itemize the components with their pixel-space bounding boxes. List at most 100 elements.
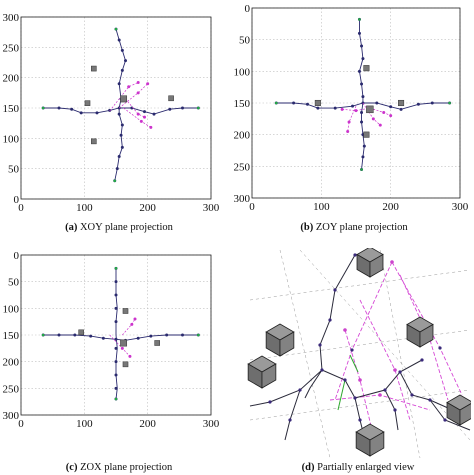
- caption-a: (a) XOY plane projection: [65, 222, 174, 233]
- data-point: [399, 107, 403, 111]
- obstacle-block: [314, 99, 321, 107]
- endpoint-marker: [114, 27, 118, 31]
- data-point: [361, 57, 365, 61]
- data-point: [89, 334, 93, 338]
- panel-a-xoy: 0 100 200 300 0 50 100 150 200 250 300: [3, 12, 220, 214]
- plot-frame: [20, 16, 212, 200]
- y-tick-label: 50: [239, 35, 251, 47]
- x-tick-label: 100: [76, 202, 93, 214]
- data-point: [149, 334, 153, 338]
- endpoint-marker: [41, 333, 45, 337]
- x-tick-label: 0: [18, 202, 24, 214]
- y-tick-label: 100: [3, 303, 20, 315]
- obstacle-block: [78, 329, 84, 336]
- obstacle-block: [366, 105, 374, 114]
- data-point: [117, 38, 121, 42]
- y-tick-label: 200: [234, 130, 251, 142]
- obstacle-block: [363, 131, 370, 138]
- y-tick-label: 300: [3, 12, 20, 24]
- x-tick-label: 200: [382, 201, 399, 213]
- series-path: [122, 318, 136, 336]
- obstacle-block: [363, 65, 370, 72]
- enlarged-obstacle-cubes: [247, 248, 471, 457]
- data-point: [360, 44, 364, 48]
- data-point: [146, 82, 150, 86]
- data-point: [95, 111, 99, 115]
- data-point: [143, 110, 146, 114]
- endpoint-marker: [360, 168, 363, 171]
- data-point: [346, 130, 350, 133]
- data-point: [70, 107, 74, 111]
- enlarged-guide-lines: [249, 249, 471, 458]
- y-tick-label: 300: [234, 193, 251, 205]
- plot-frame: [251, 7, 461, 199]
- caption-c: (c) ZOX plane projection: [66, 462, 173, 473]
- data-point: [114, 320, 118, 324]
- series-path: [359, 19, 365, 170]
- series-path: [123, 107, 152, 128]
- caption-b: (b) ZOY plane projection: [300, 222, 408, 233]
- data-point: [136, 81, 140, 85]
- series-path: [43, 334, 199, 341]
- data-point: [136, 336, 140, 340]
- data-point: [114, 346, 118, 350]
- data-point: [114, 360, 118, 364]
- obstacle-block: [154, 340, 160, 346]
- data-point: [127, 85, 131, 89]
- data-point: [360, 111, 364, 114]
- data-point: [114, 280, 118, 284]
- data-point: [382, 111, 386, 114]
- data-point: [130, 322, 134, 326]
- caption-d: (d) Partially enlarged view: [302, 462, 415, 473]
- data-point: [136, 91, 140, 95]
- y-tick-label: 300: [3, 410, 20, 422]
- data-point: [292, 101, 296, 105]
- data-point: [73, 333, 77, 337]
- x-tick-label: 100: [76, 418, 93, 430]
- obstacle-block: [91, 65, 97, 72]
- endpoint-marker: [274, 101, 278, 105]
- x-tick-label: 100: [313, 201, 330, 213]
- series-path: [118, 83, 148, 109]
- obstacle-cube: [446, 394, 471, 426]
- data-point: [333, 106, 337, 110]
- data-point: [340, 107, 344, 111]
- obstacle-block: [91, 138, 97, 145]
- data-point: [362, 144, 366, 148]
- data-point: [128, 354, 132, 358]
- data-point: [149, 125, 153, 129]
- data-point: [347, 120, 351, 124]
- data-point: [120, 123, 124, 127]
- data-point: [361, 155, 365, 159]
- endpoint-marker: [358, 18, 361, 21]
- series-path: [115, 268, 118, 400]
- data-point: [389, 105, 393, 109]
- x-tick-label: 200: [139, 418, 156, 430]
- obstacle-block: [122, 308, 129, 314]
- data-point: [305, 102, 309, 106]
- y-tick-label: 150: [234, 98, 251, 110]
- enlarged-magenta-links: [329, 261, 463, 431]
- endpoint-marker: [114, 267, 118, 270]
- data-point: [181, 106, 184, 110]
- data-point: [101, 336, 105, 340]
- y-tick-label: 250: [3, 383, 20, 395]
- data-point: [139, 119, 143, 123]
- data-point: [133, 317, 137, 321]
- x-tick-label: 200: [139, 202, 156, 214]
- data-point: [181, 333, 184, 337]
- data-point: [120, 68, 124, 72]
- data-point: [114, 293, 118, 297]
- data-point: [136, 112, 140, 116]
- data-point: [57, 333, 61, 337]
- x-tick-label: 300: [452, 201, 469, 213]
- endpoint-marker: [113, 179, 117, 183]
- obstacle-block: [168, 95, 174, 102]
- data-point: [143, 115, 146, 119]
- data-point: [316, 106, 320, 110]
- series-path: [43, 107, 199, 115]
- data-point: [165, 333, 169, 337]
- data-point: [120, 346, 124, 350]
- data-point: [168, 107, 172, 111]
